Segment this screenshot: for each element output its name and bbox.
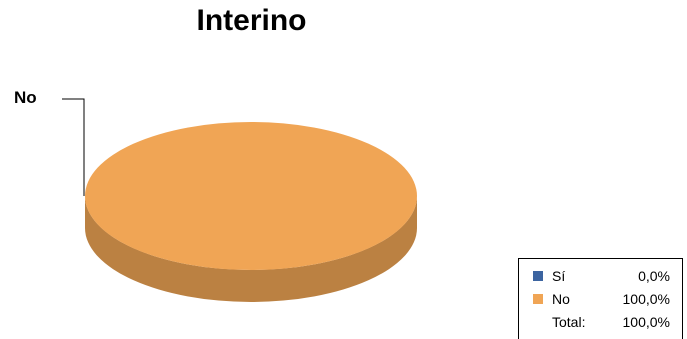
pie-slice-no-side	[85, 196, 417, 302]
slice-label-leader-line	[62, 98, 85, 196]
legend-label-si: Sí	[552, 268, 566, 284]
legend-label-no: No	[552, 291, 570, 307]
legend: Sí 0,0% No 100,0% Total: 100,0%	[518, 258, 683, 339]
legend-swatch-si	[533, 271, 543, 281]
legend-value-no: 100,0%	[622, 291, 670, 307]
legend-item-no: No 100,0%	[519, 290, 682, 308]
legend-total: Total: 100,0%	[519, 313, 682, 331]
slice-label-no: No	[14, 88, 37, 107]
chart-title: Interino	[196, 4, 307, 37]
legend-value-si: 0,0%	[638, 268, 670, 284]
legend-total-value: 100,0%	[622, 314, 670, 330]
legend-swatch-no	[533, 294, 543, 304]
legend-item-si: Sí 0,0%	[519, 267, 682, 285]
legend-total-label: Total:	[552, 314, 586, 330]
pie-slice-no	[85, 122, 417, 270]
